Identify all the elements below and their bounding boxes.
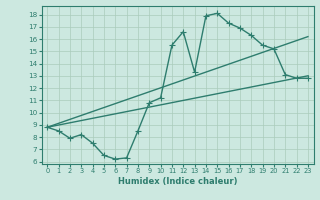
- X-axis label: Humidex (Indice chaleur): Humidex (Indice chaleur): [118, 177, 237, 186]
